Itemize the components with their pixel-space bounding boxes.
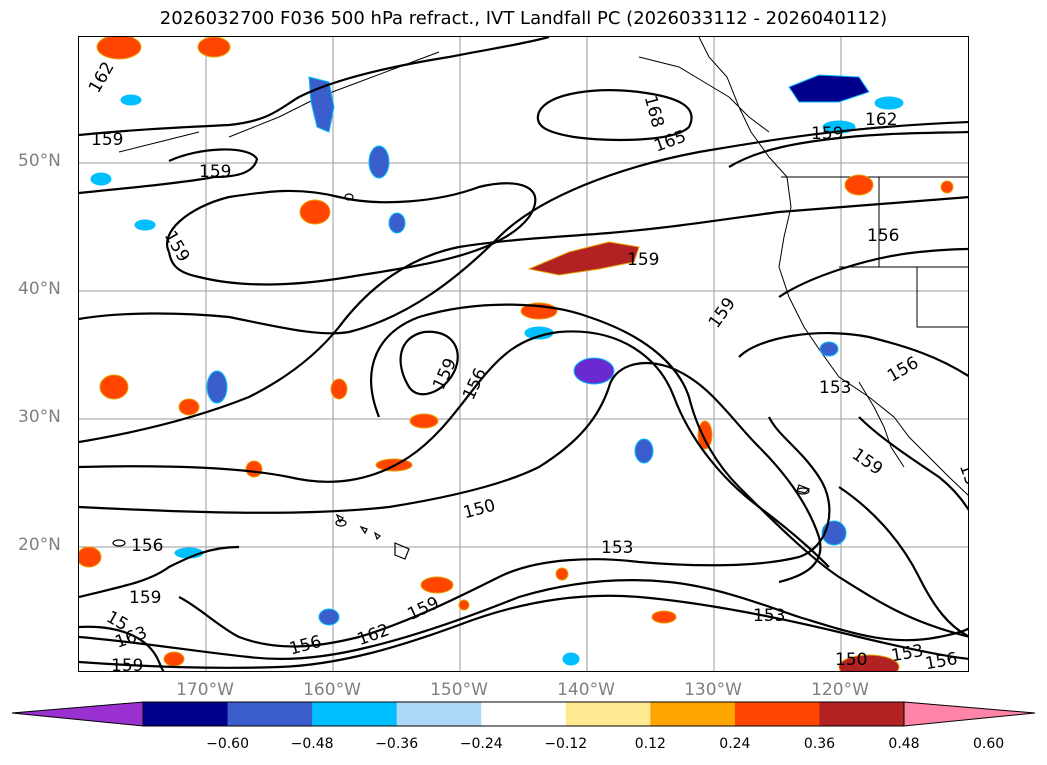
colorbar-frame [142, 701, 905, 727]
contour-label: 156 [287, 632, 324, 660]
contour-label: 159 [160, 227, 194, 265]
contour-label: 153 [890, 641, 925, 666]
geopotential-contours [79, 37, 968, 671]
colorbar-tick-label: 0.12 [634, 736, 666, 752]
colorbar-bin [734, 702, 820, 726]
colorbar-bin [396, 702, 482, 726]
colorbar-tick-label: 0.48 [888, 736, 920, 752]
colorbar-max-extend [903, 701, 1036, 727]
contour-label: 150 [835, 650, 867, 670]
contour-label: 168 [640, 93, 668, 130]
contour-label: 159 [405, 593, 443, 625]
map-canvas: 162 159 159 159 168 165 159 162 159 156 … [79, 37, 968, 672]
colorbar-bin [481, 702, 567, 726]
colorbar-tick-label: 0.24 [719, 736, 751, 752]
contour-label: 159 [429, 355, 461, 393]
contour-label: 156 [131, 536, 163, 556]
colorbar-bin [143, 702, 229, 726]
colorbar-min-extend [11, 701, 144, 727]
lat-label-20n: 20°N [18, 535, 61, 555]
lon-label-150w: 150°W [430, 680, 488, 700]
colorbar-bin [650, 702, 736, 726]
contour-label: 159 [199, 162, 231, 182]
map-panel[interactable]: 162 159 159 159 168 165 159 162 159 156 … [78, 36, 969, 672]
colorbar [11, 701, 1036, 727]
contour-label: 156 [867, 226, 899, 246]
lon-label-160w: 160°W [303, 680, 361, 700]
colorbar-bins [143, 702, 905, 726]
contour-label: 165 [651, 127, 688, 157]
contour-label: 162 [355, 620, 392, 650]
contour-label: 150 [461, 496, 498, 524]
lon-label-130w: 130°W [684, 680, 742, 700]
contour-label: 159 [111, 656, 143, 672]
contour-label: 159 [91, 130, 123, 150]
colorbar-tick-label: −0.12 [544, 736, 588, 752]
lon-label-140w: 140°W [557, 680, 615, 700]
lon-label-120w: 120°W [811, 680, 869, 700]
positive-anomalies [79, 37, 954, 671]
small-contour-fragments [112, 193, 810, 547]
contour-label: 156 [459, 365, 491, 403]
contour-label: 156 [884, 353, 922, 387]
colorbar-tick-label: 0.60 [972, 736, 1005, 752]
contour-label: 159 [848, 445, 886, 480]
contour-label: 159 [627, 250, 659, 270]
contour-label: 159 [811, 124, 843, 144]
contour-label: 162 [865, 110, 897, 130]
colorbar-bin [227, 702, 313, 726]
contour-label: 156 [924, 649, 959, 672]
colorbar-tick-label: −0.60 [206, 736, 249, 752]
lat-label-30n: 30°N [18, 407, 61, 427]
contour-label: 159 [129, 588, 161, 608]
colorbar-bin [565, 702, 651, 726]
lat-label-40n: 40°N [18, 279, 61, 299]
colorbar-tick-label: 0.36 [803, 736, 836, 752]
lat-label-50n: 50°N [18, 151, 61, 171]
colorbar-tick-label: −0.48 [290, 736, 334, 752]
colorbar-bin [312, 702, 398, 726]
lon-label-170w: 170°W [176, 680, 234, 700]
colorbar-tick-label: −0.36 [375, 736, 419, 752]
negative-anomalies [90, 74, 904, 666]
hawaii-islands [335, 484, 811, 560]
contour-label: 153 [819, 378, 851, 398]
map-title: 2026032700 F036 500 hPa refract., IVT La… [159, 8, 888, 29]
colorbar-bin [819, 702, 905, 726]
contour-label: 159 [705, 294, 740, 332]
contour-label: 153 [601, 538, 633, 558]
colorbar-tick-label: −0.24 [459, 736, 503, 752]
contour-label: 162 [85, 59, 119, 97]
contour-label: 153 [753, 606, 785, 626]
